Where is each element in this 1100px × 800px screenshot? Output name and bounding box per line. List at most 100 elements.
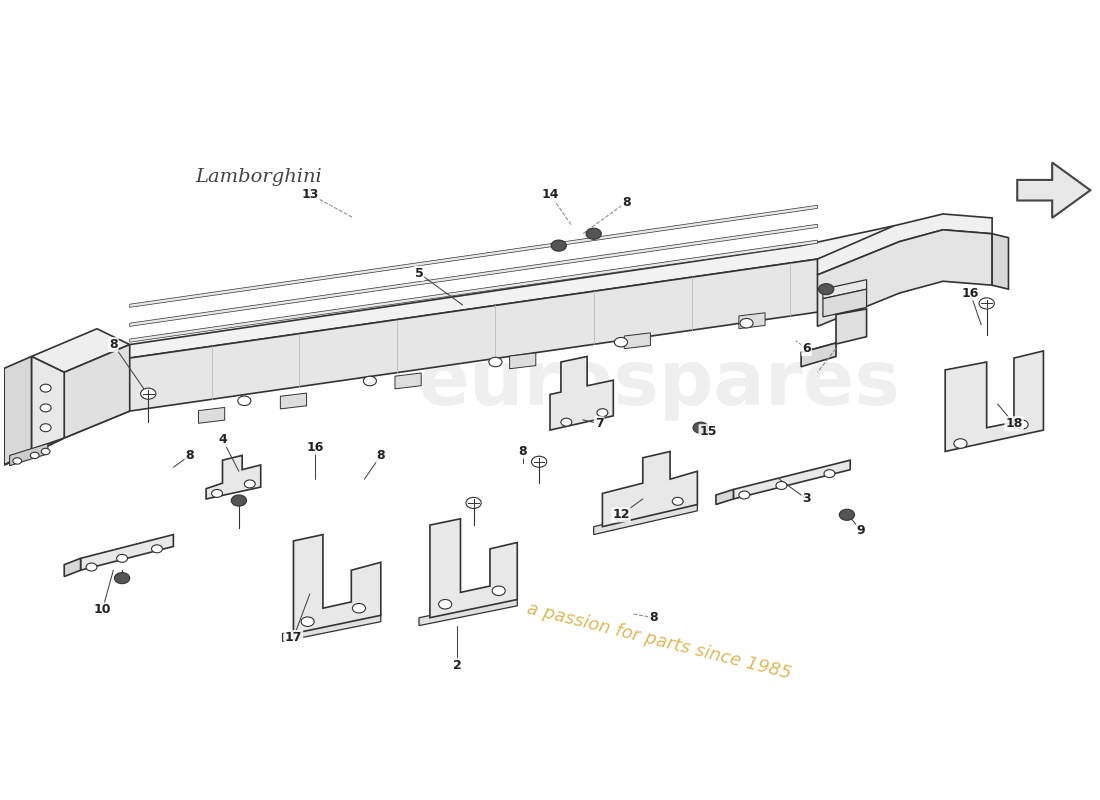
Circle shape — [693, 422, 708, 434]
Circle shape — [561, 418, 572, 426]
Polygon shape — [801, 309, 867, 353]
Text: 13: 13 — [301, 188, 319, 201]
Text: 17: 17 — [285, 631, 303, 644]
Polygon shape — [130, 240, 817, 342]
Text: 14: 14 — [541, 188, 559, 201]
Polygon shape — [32, 329, 130, 372]
Text: 8: 8 — [376, 449, 385, 462]
Circle shape — [488, 358, 502, 366]
Polygon shape — [823, 280, 867, 298]
Polygon shape — [395, 373, 421, 389]
Text: 9: 9 — [857, 524, 866, 537]
Polygon shape — [817, 230, 992, 326]
Polygon shape — [603, 451, 697, 526]
Circle shape — [86, 563, 97, 571]
Text: 8: 8 — [649, 611, 658, 624]
Polygon shape — [734, 460, 850, 499]
Polygon shape — [294, 534, 381, 634]
Circle shape — [141, 388, 156, 399]
Text: 8: 8 — [109, 338, 118, 351]
Text: eurospares: eurospares — [418, 347, 901, 421]
Polygon shape — [64, 345, 130, 438]
Circle shape — [41, 424, 51, 432]
Circle shape — [615, 338, 627, 347]
Circle shape — [616, 514, 626, 521]
Circle shape — [818, 284, 834, 294]
Circle shape — [152, 545, 163, 553]
Polygon shape — [64, 226, 905, 386]
Polygon shape — [992, 234, 1009, 289]
Polygon shape — [509, 353, 536, 369]
Polygon shape — [4, 357, 32, 465]
Circle shape — [238, 396, 251, 406]
Polygon shape — [716, 490, 734, 505]
Text: Lamborghini: Lamborghini — [195, 168, 322, 186]
Polygon shape — [80, 534, 174, 570]
Text: 10: 10 — [94, 603, 111, 616]
Circle shape — [352, 603, 365, 613]
Text: 16: 16 — [961, 286, 979, 300]
Text: 2: 2 — [453, 658, 462, 672]
Text: 16: 16 — [307, 441, 324, 454]
Polygon shape — [206, 455, 261, 499]
Polygon shape — [817, 214, 992, 275]
Polygon shape — [10, 443, 47, 466]
Circle shape — [114, 573, 130, 584]
Polygon shape — [198, 407, 224, 423]
Circle shape — [211, 490, 222, 498]
Polygon shape — [64, 238, 905, 438]
Circle shape — [1015, 420, 1028, 430]
Circle shape — [31, 452, 40, 458]
Text: 12: 12 — [613, 508, 629, 522]
Circle shape — [672, 498, 683, 506]
Circle shape — [776, 482, 786, 490]
Polygon shape — [419, 598, 517, 626]
Text: 6: 6 — [802, 342, 811, 355]
Circle shape — [41, 384, 51, 392]
Circle shape — [492, 586, 505, 595]
Circle shape — [954, 438, 967, 448]
Circle shape — [551, 240, 566, 251]
Text: 8: 8 — [518, 445, 527, 458]
Circle shape — [231, 495, 246, 506]
Circle shape — [42, 448, 50, 454]
Polygon shape — [283, 614, 381, 642]
Polygon shape — [130, 224, 817, 326]
Circle shape — [597, 409, 608, 417]
Text: 8: 8 — [623, 195, 630, 209]
Circle shape — [586, 228, 602, 239]
Polygon shape — [739, 313, 766, 329]
Circle shape — [439, 599, 452, 609]
Circle shape — [466, 498, 481, 509]
Polygon shape — [594, 503, 697, 534]
Polygon shape — [1018, 162, 1090, 218]
Polygon shape — [130, 206, 817, 307]
Text: 5: 5 — [415, 267, 424, 280]
Polygon shape — [624, 333, 650, 349]
Polygon shape — [64, 558, 80, 577]
Polygon shape — [280, 393, 307, 409]
Circle shape — [117, 554, 128, 562]
Circle shape — [41, 404, 51, 412]
Circle shape — [244, 480, 255, 488]
Polygon shape — [801, 343, 836, 366]
Polygon shape — [32, 357, 64, 454]
Text: a passion for parts since 1985: a passion for parts since 1985 — [525, 600, 793, 683]
Polygon shape — [945, 351, 1044, 451]
Polygon shape — [430, 518, 517, 618]
Circle shape — [824, 470, 835, 478]
Circle shape — [363, 376, 376, 386]
Polygon shape — [4, 438, 64, 465]
Text: 3: 3 — [802, 493, 811, 506]
Text: 8: 8 — [186, 449, 194, 462]
Circle shape — [301, 617, 315, 626]
Circle shape — [740, 318, 754, 328]
Text: 4: 4 — [218, 433, 227, 446]
Text: 18: 18 — [1005, 418, 1023, 430]
Polygon shape — [550, 357, 614, 430]
Circle shape — [531, 456, 547, 467]
Polygon shape — [823, 289, 867, 317]
Circle shape — [13, 458, 22, 464]
Circle shape — [739, 491, 750, 499]
Text: 15: 15 — [700, 425, 717, 438]
